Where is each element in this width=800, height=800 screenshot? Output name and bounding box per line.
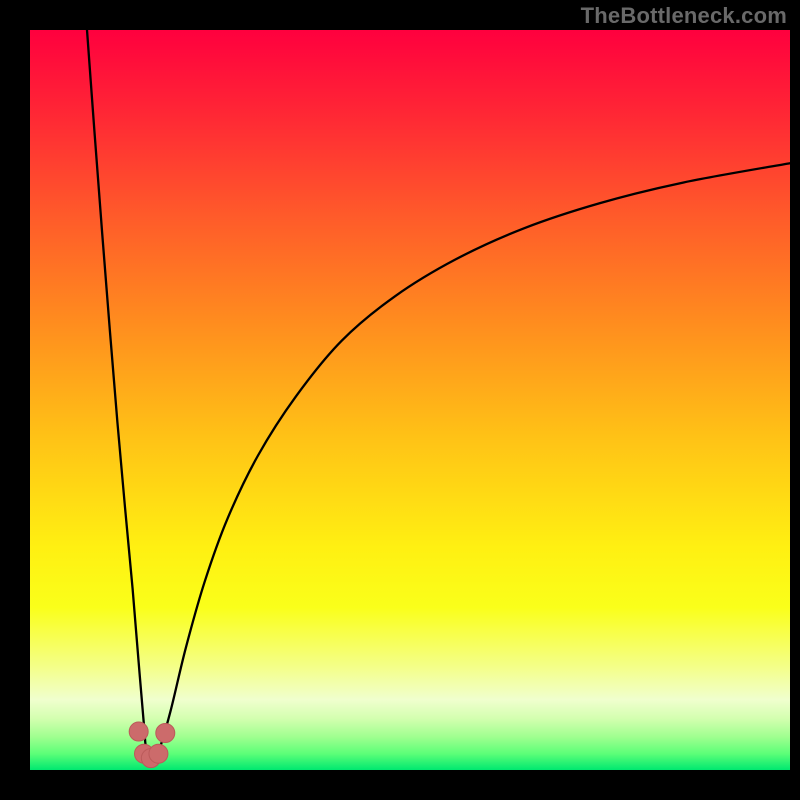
chart-stage: TheBottleneck.com bbox=[0, 0, 800, 800]
curve-markers bbox=[129, 722, 175, 768]
marker-dot bbox=[129, 722, 148, 741]
curve-layer bbox=[0, 0, 800, 800]
watermark-text: TheBottleneck.com bbox=[581, 3, 787, 29]
bottleneck-curve bbox=[87, 30, 790, 755]
marker-dot bbox=[156, 724, 175, 743]
marker-dot bbox=[149, 744, 168, 763]
